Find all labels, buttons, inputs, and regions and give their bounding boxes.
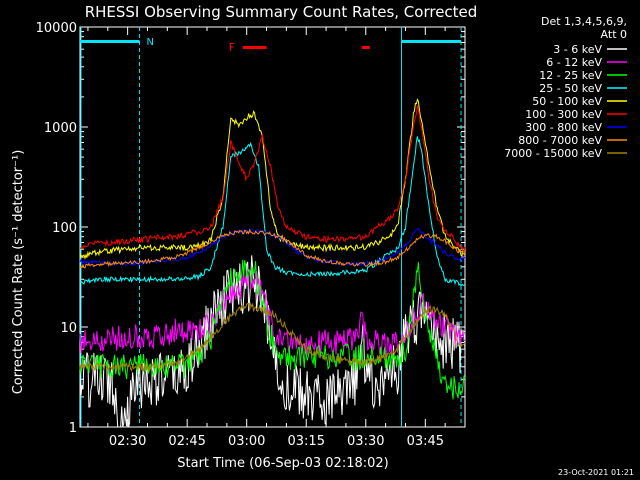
chart-title: RHESSI Observing Summary Count Rates, Co… — [85, 3, 478, 21]
x-axis: 02:30 02:45 03:00 03:15 03:30 03:45 — [87, 27, 446, 449]
series-line — [79, 105, 466, 254]
night-label: N — [147, 37, 154, 48]
legend-label: 800 - 7000 keV — [518, 134, 602, 147]
x-tick-label: 02:45 — [168, 434, 205, 449]
series-line — [79, 259, 466, 400]
y-tick-label: 100 — [52, 221, 77, 236]
legend-label: 6 - 12 keV — [546, 56, 602, 69]
x-tick-label: 03:30 — [347, 434, 384, 449]
y-axis-title: Corrected Count Rate (s⁻¹ detector⁻¹) — [11, 150, 26, 395]
flare-label: F — [229, 41, 235, 54]
x-tick-label: 02:30 — [109, 434, 146, 449]
footer-timestamp: 23-Oct-2021 01:21 — [558, 468, 634, 477]
x-tick-label: 03:00 — [228, 434, 265, 449]
y-tick-label: 10000 — [36, 21, 77, 36]
y-tick-label: 10 — [60, 321, 77, 336]
legend-label: 3 - 6 keV — [553, 43, 602, 56]
night-bar-1 — [80, 40, 140, 43]
y-axis: 1 10 100 1000 10000 — [36, 21, 465, 436]
y-tick-label: 1 — [69, 421, 77, 436]
plot-area: 1 10 100 1000 10000 02:30 02:45 03:00 03:15 03:3… — [36, 21, 466, 449]
series-line — [79, 301, 466, 373]
x-tick-label: 03:15 — [288, 434, 325, 449]
x-axis-title: Start Time (06-Sep-03 02:18:02) — [177, 456, 388, 471]
series-line — [79, 228, 466, 269]
y-tick-label: 1000 — [44, 121, 77, 136]
series-line — [79, 98, 466, 260]
series-line — [79, 227, 466, 267]
series-lines — [79, 98, 466, 428]
legend-label: 50 - 100 keV — [532, 95, 602, 108]
series-line — [79, 136, 466, 287]
flare-bar — [242, 46, 267, 49]
legend-label: 12 - 25 keV — [539, 69, 602, 82]
legend-header-line-2: Att 0 — [601, 28, 627, 41]
legend-label: 7000 - 15000 keV — [504, 147, 602, 160]
flare-bar — [361, 46, 370, 49]
night-bar-2 — [401, 40, 462, 43]
legend-label: 100 - 300 keV — [525, 108, 602, 121]
legend-label: 300 - 800 keV — [525, 121, 602, 134]
x-tick-label: 03:45 — [407, 434, 444, 449]
legend-header-line-1: Det 1,3,4,5,6,9, — [541, 15, 627, 28]
legend-label: 25 - 50 keV — [539, 82, 602, 95]
